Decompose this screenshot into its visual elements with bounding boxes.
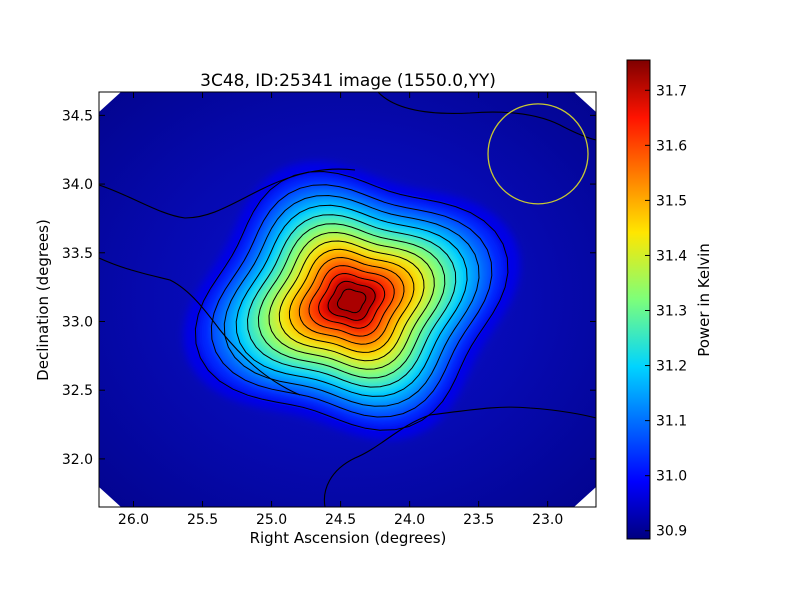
heatmap-band xyxy=(325,279,378,323)
x-tick-label: 24.5 xyxy=(325,512,356,528)
colorbar-tick-label: 31.5 xyxy=(656,193,687,209)
contour-line xyxy=(327,280,376,321)
contour-lines xyxy=(194,170,509,431)
corner-mask-bl xyxy=(99,487,121,507)
y-tick-label: 33.5 xyxy=(62,246,93,262)
colorbar xyxy=(626,59,651,540)
y-tick-label: 34.0 xyxy=(62,177,93,193)
contour-line-outer-bottom xyxy=(323,406,596,507)
corner-mask-tl xyxy=(99,92,121,112)
y-tick-label: 32.5 xyxy=(62,383,93,399)
x-tick-label: 23.0 xyxy=(532,512,563,528)
contour-line xyxy=(308,265,395,337)
x-tick-label: 25.0 xyxy=(256,512,287,528)
colorbar-tick-label: 31.7 xyxy=(656,83,687,99)
colorbar-tick-label: 31.0 xyxy=(656,469,687,485)
x-axis-label: Right Ascension (degrees) xyxy=(250,529,447,547)
colorbar-ticks: 30.9 31.0 31.1 31.2 31.3 31.4 31.5 31.6 31.7 xyxy=(645,83,687,540)
contour-line-outer-top xyxy=(377,92,596,141)
x-tick-label: 25.5 xyxy=(187,512,218,528)
contour-line xyxy=(318,272,386,329)
contour-line xyxy=(298,256,405,345)
contour-line xyxy=(257,223,446,379)
plot-frame xyxy=(98,91,597,508)
corner-mask-br xyxy=(574,487,596,507)
colorbar-tick-label: 31.2 xyxy=(656,359,687,375)
x-tick-label: 24.0 xyxy=(394,512,425,528)
chart-title: 3C48, ID:25341 image (1550.0,YY) xyxy=(200,71,496,91)
x-tick-label: 23.5 xyxy=(463,512,494,528)
heatmap-fill xyxy=(183,161,520,440)
y-tick-label: 32.0 xyxy=(62,452,93,468)
heatmap-image xyxy=(99,92,596,507)
colorbar-tick-label: 30.9 xyxy=(656,524,687,540)
contour-line xyxy=(336,288,367,314)
contour-line xyxy=(288,248,415,353)
x-tick-label: 26.0 xyxy=(118,512,149,528)
beam-circle xyxy=(487,103,589,205)
corner-mask-tr xyxy=(574,92,596,112)
colorbar-tick-label: 31.4 xyxy=(656,248,687,264)
contour-line-outer-left-lower xyxy=(99,257,301,396)
y-axis-label: Declination (degrees) xyxy=(34,219,52,381)
contour-line xyxy=(246,214,457,388)
x-axis: 26.0 25.5 25.0 24.5 24.0 23.5 23.0 xyxy=(118,92,563,528)
y-tick-label: 34.5 xyxy=(62,108,93,124)
contour-line xyxy=(268,231,435,370)
contour-line xyxy=(235,204,468,397)
colorbar-tick-label: 31.1 xyxy=(656,414,687,430)
y-tick-label: 33.0 xyxy=(62,314,93,330)
y-axis: 32.0 32.5 33.0 33.5 34.0 34.5 xyxy=(62,108,596,468)
colorbar-tick-label: 31.3 xyxy=(656,304,687,320)
colorbar-tick-label: 31.6 xyxy=(656,138,687,154)
colorbar-label: Power in Kelvin xyxy=(695,243,713,357)
contour-line xyxy=(223,194,480,407)
contour-line xyxy=(194,170,509,431)
contour-line-outer-left xyxy=(99,168,356,219)
contour-line xyxy=(278,240,425,362)
contour-line xyxy=(210,184,493,418)
